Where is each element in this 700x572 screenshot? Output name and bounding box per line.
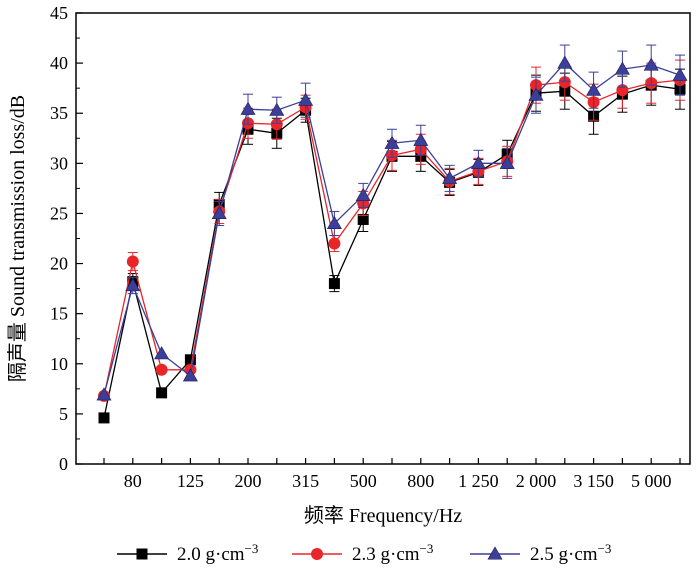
data-point [557, 55, 573, 69]
data-point [211, 205, 227, 219]
x-tick-label: 800 [407, 471, 434, 491]
y-tick-label: 40 [50, 53, 68, 73]
x-tick-label: 5 000 [631, 471, 672, 491]
y-tick-label: 45 [50, 3, 68, 23]
y-tick-label: 0 [59, 454, 68, 474]
y-tick-label: 15 [50, 304, 68, 324]
data-point [126, 255, 139, 268]
series-layer [96, 44, 688, 424]
y-tick-label: 35 [50, 103, 68, 123]
x-tick-label: 2 000 [516, 471, 557, 491]
data-point [240, 101, 256, 115]
y-tick-label: 20 [50, 254, 68, 274]
data-point [298, 92, 314, 106]
y-tick-label: 25 [50, 203, 68, 223]
y-axis-title: 隔声量 Sound transmission loss/dB [6, 95, 29, 382]
y-tick-label: 5 [59, 404, 68, 424]
x-axis-title: 频率 Frequency/Hz [304, 504, 462, 527]
x-tick-label: 200 [235, 471, 262, 491]
y-tick-label: 10 [50, 354, 68, 374]
data-point [269, 102, 285, 116]
legend-marker [136, 548, 148, 560]
legend-superscript: −3 [598, 541, 612, 556]
data-point [384, 135, 400, 149]
data-point [558, 76, 571, 89]
legend-superscript: −3 [420, 541, 434, 556]
legend-label: 2.3 g·cm−3 [352, 541, 433, 565]
data-point [355, 187, 371, 201]
y-tick-layer: 0 5 10 15 20 25 30 35 40 45 [50, 3, 83, 474]
legend-marker [311, 548, 323, 560]
data-point [470, 155, 486, 169]
y-tick-label: 30 [50, 153, 68, 173]
x-tick-label: 125 [177, 471, 204, 491]
x-tick-layer: 80 125 200 315 500 800 1 250 2 000 3 150 5 000 [103, 458, 681, 491]
data-point [528, 87, 544, 101]
data-point [154, 346, 170, 360]
data-point [182, 368, 198, 382]
data-point [326, 215, 342, 230]
x-tick-label: 500 [350, 471, 377, 491]
legend-label: 2.5 g·cm−3 [530, 541, 611, 565]
data-point [328, 237, 341, 250]
data-point [357, 213, 369, 225]
data-point [499, 155, 515, 169]
data-point [643, 57, 659, 71]
data-point [672, 67, 688, 81]
data-point [96, 387, 112, 401]
legend-marker [487, 546, 503, 560]
data-point [614, 61, 630, 75]
x-tick-label: 1 250 [458, 471, 499, 491]
x-tick-label: 315 [292, 471, 319, 491]
data-point [413, 132, 429, 146]
legend-superscript: −3 [245, 541, 259, 556]
data-point [270, 118, 283, 131]
x-tick-label: 3 150 [573, 471, 614, 491]
series-triangle [96, 44, 688, 401]
data-point [98, 412, 110, 424]
legend-label: 2.0 g·cm−3 [177, 541, 258, 565]
data-point [328, 278, 340, 290]
plot-frame [75, 12, 691, 465]
legend: 2.0 g·cm−3 2.3 g·cm−3 2.5 g·cm−3 [117, 541, 611, 565]
data-point [586, 82, 602, 96]
data-point [155, 363, 168, 376]
data-point [156, 387, 168, 399]
data-point [125, 277, 141, 292]
data-point [442, 170, 458, 184]
data-point [184, 354, 196, 366]
x-tick-label: 80 [124, 471, 142, 491]
